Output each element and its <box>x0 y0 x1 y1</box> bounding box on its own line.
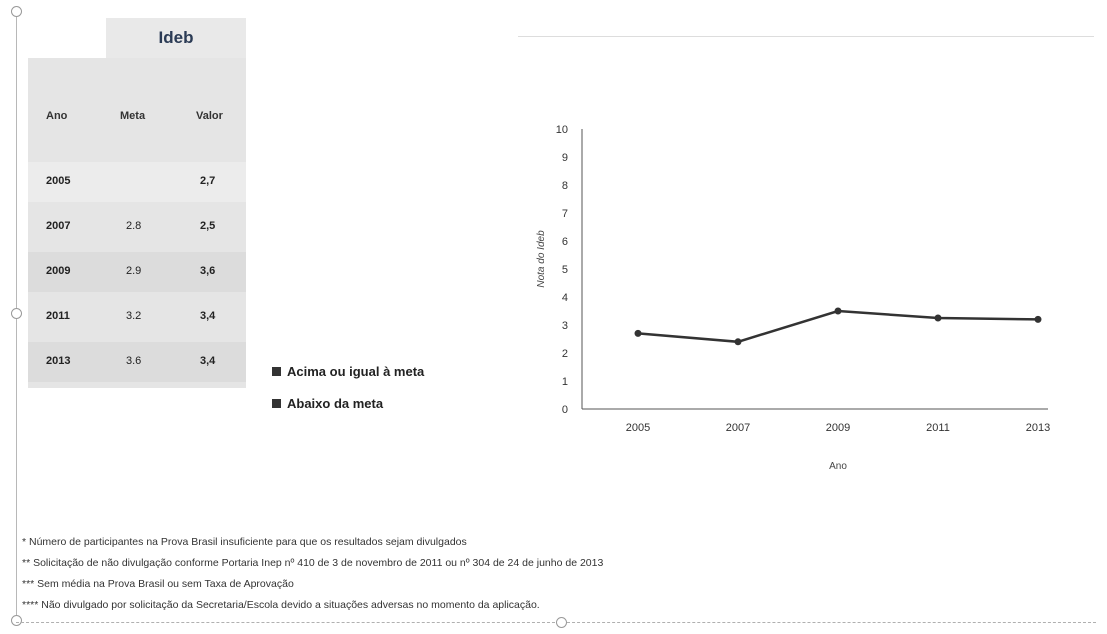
guide-handle-top[interactable] <box>11 6 22 17</box>
cell-valor: 2,5 <box>200 220 216 232</box>
footnote-2: ** Solicitação de não divulgação conform… <box>22 557 604 569</box>
y-tick-label: 10 <box>556 124 568 136</box>
header-ano: Ano <box>46 110 68 122</box>
legend-swatch-below <box>272 398 281 408</box>
cell-valor: 3,4 <box>200 310 216 322</box>
y-tick-label: 3 <box>562 320 568 332</box>
y-tick-label: 5 <box>562 264 568 276</box>
y-tick-label: 0 <box>562 404 568 416</box>
cell-meta: 3.2 <box>126 310 142 322</box>
y-tick-label: 8 <box>562 180 568 192</box>
table-row: 2013 3.6 3,4 <box>28 342 246 382</box>
y-tick-label: 6 <box>562 236 568 248</box>
series-line <box>637 309 1039 344</box>
table-row: 2009 2.9 3,6 <box>28 252 246 292</box>
footnote-4: **** Não divulgado por solicitação da Se… <box>22 599 540 611</box>
guide-handle-horizontal[interactable] <box>556 617 567 628</box>
y-tick-label: 1 <box>562 376 568 388</box>
legend-swatch-above <box>272 366 281 376</box>
header-meta: Meta <box>120 110 146 122</box>
legend-label-above: Acima ou igual à meta <box>287 363 425 379</box>
cell-valor: 2,7 <box>200 175 216 187</box>
x-tick-label: 2013 <box>1026 422 1050 434</box>
ideb-table-title: Ideb <box>106 18 246 58</box>
x-axis-title: Ano <box>829 461 847 472</box>
guide-handle-middle[interactable] <box>11 308 22 319</box>
y-tick-label: 2 <box>562 348 568 360</box>
chart-container: 0 1 2 3 4 5 6 7 8 9 10 2005 2007 2009 2011 2013 Ano Nota … <box>518 36 1094 495</box>
cell-meta: 3.6 <box>126 355 142 367</box>
line-chart: 0 1 2 3 4 5 6 7 8 9 10 2005 2007 2009 2011 2013 Ano Nota … <box>536 124 1050 472</box>
footnote-3: *** Sem média na Prova Brasil ou sem Tax… <box>22 578 294 590</box>
footnotes: * Número de participantes na Prova Brasi… <box>22 532 603 616</box>
cell-ano: 2007 <box>46 220 71 232</box>
x-tick-label: 2007 <box>726 422 750 434</box>
x-tick-label: 2009 <box>826 422 850 434</box>
data-point <box>634 329 642 337</box>
legend-item-below: Abaixo da meta <box>272 394 424 412</box>
y-axis-title: Nota do Ideb <box>536 230 547 288</box>
data-point <box>734 338 742 346</box>
cell-ano: 2009 <box>46 265 71 277</box>
header-valor: Valor <box>196 110 223 122</box>
y-tick-label: 4 <box>562 292 568 304</box>
data-point <box>934 314 942 322</box>
x-tick-label: 2011 <box>926 422 950 434</box>
table-row: 2011 3.2 3,4 <box>28 297 246 337</box>
y-tick-label: 9 <box>562 152 568 164</box>
cell-valor: 3,4 <box>200 355 216 367</box>
cell-ano: 2011 <box>46 310 70 322</box>
data-point <box>1034 315 1042 323</box>
ideb-table-body: Ano Meta Valor 2005 2,7 2007 2.8 2,5 200… <box>28 58 246 388</box>
cell-ano: 2005 <box>46 175 71 187</box>
table-row: 2005 2,7 <box>28 162 246 202</box>
legend-item-above: Acima ou igual à meta <box>272 362 424 380</box>
guide-handle-bottom[interactable] <box>11 615 22 626</box>
footnote-1: * Número de participantes na Prova Brasi… <box>22 536 467 548</box>
x-tick-label: 2005 <box>626 422 650 434</box>
legend: Acima ou igual à meta Abaixo da meta <box>272 362 424 426</box>
data-point <box>834 307 842 315</box>
legend-label-below: Abaixo da meta <box>287 395 384 411</box>
table-row: 2007 2.8 2,5 <box>28 207 246 247</box>
cell-meta: 2.9 <box>126 265 142 277</box>
y-tick-label: 7 <box>562 208 568 220</box>
cell-meta: 2.8 <box>126 220 142 232</box>
cell-ano: 2013 <box>46 355 71 367</box>
cell-valor: 3,6 <box>200 265 216 277</box>
